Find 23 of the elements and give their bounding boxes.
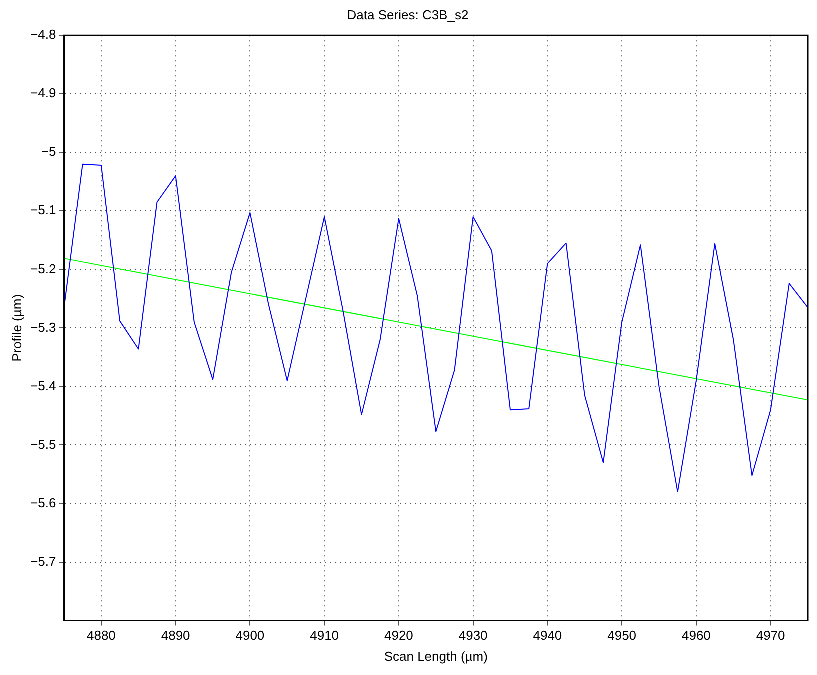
- y-tick-label: −5.2: [30, 261, 56, 276]
- x-tick-label: 4880: [86, 628, 116, 644]
- y-tick-label: −5: [41, 144, 56, 160]
- x-tick-label: 4890: [161, 628, 190, 644]
- y-tick-label: −5.4: [30, 378, 56, 394]
- y-tick-label: −4.9: [30, 86, 56, 101]
- y-tick-label: −5.5: [30, 436, 56, 452]
- x-tick-label: 4930: [458, 628, 488, 644]
- x-tick-label: 4950: [608, 628, 637, 644]
- y-tick-label: −5.6: [30, 495, 56, 510]
- y-tick-label: −5.7: [30, 554, 56, 569]
- x-tick-label: 4940: [533, 628, 562, 644]
- x-tick-label: 4970: [756, 628, 786, 644]
- x-axis-title: Scan Length (µm): [384, 648, 488, 664]
- y-tick-label: −5.1: [30, 202, 56, 218]
- x-tick-label: 4920: [384, 628, 414, 644]
- x-tick-label: 4910: [310, 628, 340, 644]
- y-tick-label: −5.3: [30, 320, 56, 335]
- y-tick-label: −4.8: [30, 27, 56, 42]
- chart-title: Data Series: C3B_s2: [347, 7, 469, 22]
- y-axis-title: Profile (µm): [9, 294, 24, 362]
- x-tick-label: 4900: [236, 628, 265, 644]
- x-tick-label: 4960: [682, 628, 711, 644]
